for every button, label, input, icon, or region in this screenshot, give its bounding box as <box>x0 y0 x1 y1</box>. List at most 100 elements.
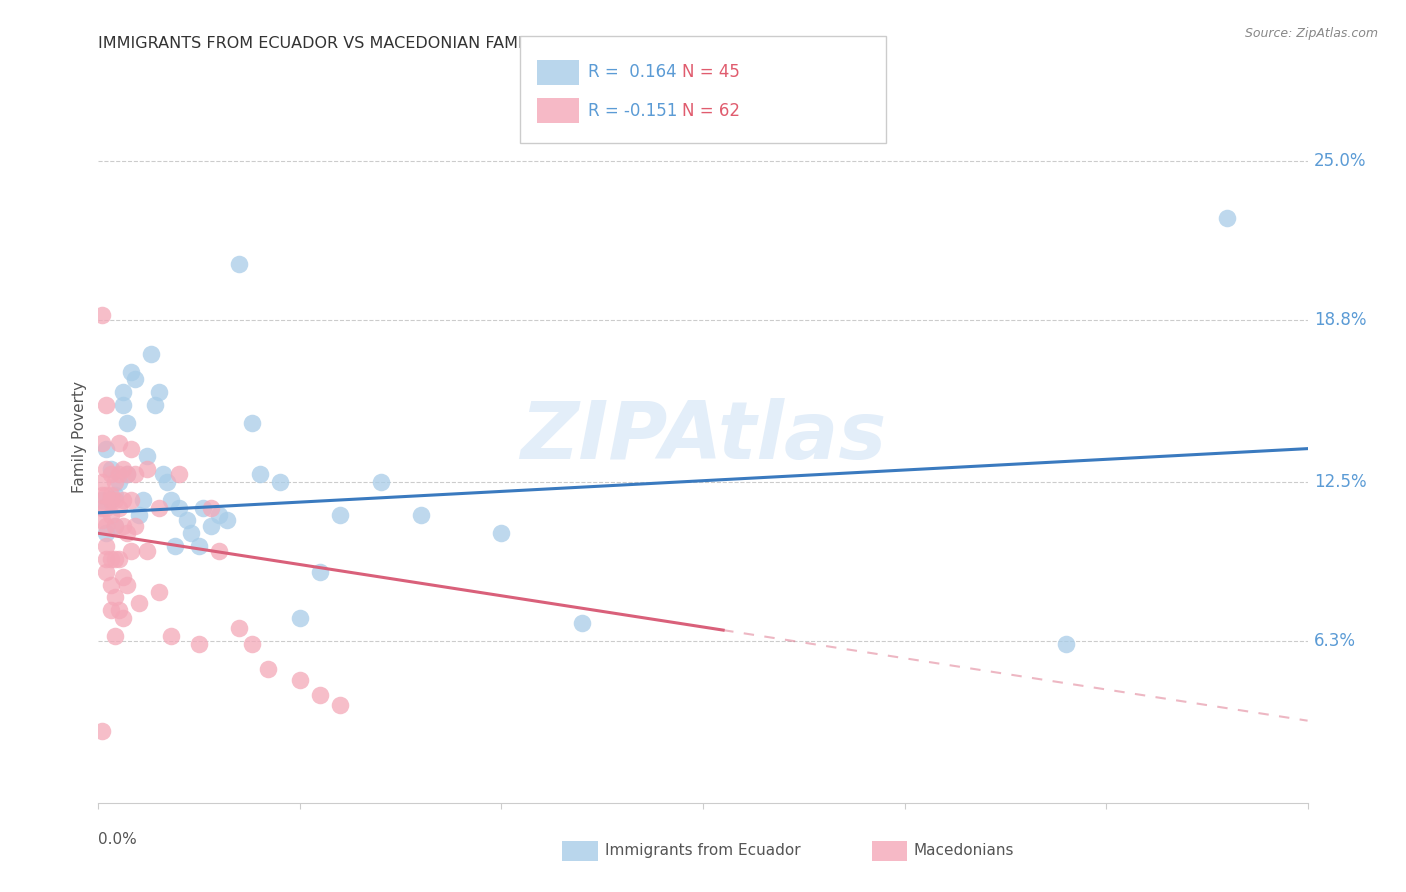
Point <box>571 616 593 631</box>
Point <box>100 467 122 482</box>
Text: N = 45: N = 45 <box>682 63 740 81</box>
Point <box>91 475 114 489</box>
Point <box>100 603 122 617</box>
Point <box>176 514 198 528</box>
Text: 6.3%: 6.3% <box>1313 632 1355 650</box>
Point <box>111 385 134 400</box>
Point <box>148 500 170 515</box>
Point <box>124 518 146 533</box>
Point <box>188 637 211 651</box>
Text: 25.0%: 25.0% <box>1313 153 1367 170</box>
Point <box>228 257 250 271</box>
Point <box>249 467 271 482</box>
Point <box>370 475 392 489</box>
Point <box>100 492 122 507</box>
Point <box>135 544 157 558</box>
Point <box>309 688 332 702</box>
Point <box>200 518 222 533</box>
Point <box>120 442 142 456</box>
Point <box>120 492 142 507</box>
Point <box>91 492 114 507</box>
Point <box>128 508 150 523</box>
Point <box>103 518 125 533</box>
Point <box>163 539 186 553</box>
Point <box>107 467 129 482</box>
Point <box>309 565 332 579</box>
Point <box>103 591 125 605</box>
Point <box>139 346 162 360</box>
Point <box>148 585 170 599</box>
Point <box>107 603 129 617</box>
Point <box>111 611 134 625</box>
Point <box>96 462 118 476</box>
Text: R = -0.151: R = -0.151 <box>588 102 678 120</box>
Point <box>91 488 114 502</box>
Text: N = 62: N = 62 <box>682 102 740 120</box>
Point <box>160 629 183 643</box>
Point <box>167 467 190 482</box>
Point <box>91 500 114 515</box>
Point <box>115 526 138 541</box>
Y-axis label: Family Poverty: Family Poverty <box>72 381 87 493</box>
Point <box>148 385 170 400</box>
Point <box>96 518 118 533</box>
Text: Immigrants from Ecuador: Immigrants from Ecuador <box>605 844 800 858</box>
Point <box>329 698 352 713</box>
Text: ZIPAtlas: ZIPAtlas <box>520 398 886 476</box>
Point <box>124 467 146 482</box>
Point <box>115 467 138 482</box>
Point <box>96 442 118 456</box>
Point <box>107 436 129 450</box>
Point <box>91 723 114 738</box>
Point <box>124 372 146 386</box>
Point <box>180 526 202 541</box>
Point <box>107 552 129 566</box>
Point <box>107 475 129 489</box>
Text: Macedonians: Macedonians <box>914 844 1014 858</box>
Point <box>152 467 174 482</box>
Point <box>329 508 352 523</box>
Point <box>1054 637 1077 651</box>
Point <box>96 552 118 566</box>
Point <box>96 500 118 515</box>
Point <box>491 526 513 541</box>
Point <box>256 662 278 676</box>
Point <box>103 488 125 502</box>
Point <box>100 552 122 566</box>
Point <box>111 492 134 507</box>
Point <box>288 611 311 625</box>
Point <box>135 450 157 464</box>
Point <box>91 514 114 528</box>
Point <box>115 416 138 430</box>
Point <box>100 462 122 476</box>
Point <box>100 508 122 523</box>
Point <box>96 398 118 412</box>
Point <box>240 637 263 651</box>
Point <box>193 500 215 515</box>
Text: 0.0%: 0.0% <box>98 832 138 847</box>
Point <box>111 398 134 412</box>
Text: R =  0.164: R = 0.164 <box>588 63 676 81</box>
Point <box>156 475 179 489</box>
Text: 12.5%: 12.5% <box>1313 473 1367 491</box>
Point <box>143 398 166 412</box>
Point <box>1216 211 1239 225</box>
Point <box>91 308 114 322</box>
Point <box>111 462 134 476</box>
Point <box>115 467 138 482</box>
Point <box>160 492 183 507</box>
Point <box>208 544 231 558</box>
Point <box>132 492 155 507</box>
Point <box>288 673 311 687</box>
Point <box>103 492 125 507</box>
Point <box>91 436 114 450</box>
Point <box>120 365 142 379</box>
Point <box>100 492 122 507</box>
Point <box>167 500 190 515</box>
Point <box>100 577 122 591</box>
Point <box>100 488 122 502</box>
Point <box>111 570 134 584</box>
Point <box>115 577 138 591</box>
Point <box>103 552 125 566</box>
Point <box>107 500 129 515</box>
